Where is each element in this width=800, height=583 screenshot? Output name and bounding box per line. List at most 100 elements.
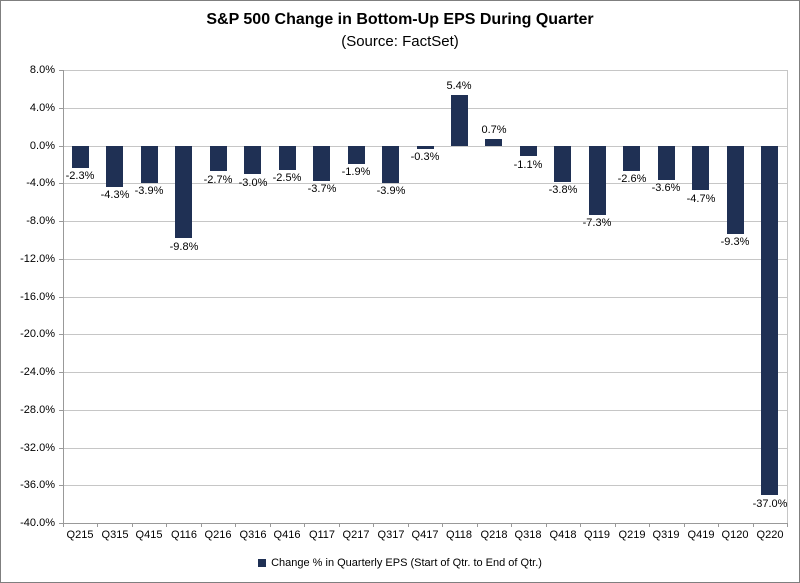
bar <box>141 146 158 183</box>
bar-value-label: 0.7% <box>481 124 507 136</box>
x-tick-label: Q216 <box>204 529 232 541</box>
y-tick-label: 4.0% <box>29 102 55 114</box>
x-axis-tick <box>580 523 581 527</box>
y-tick-label: -28.0% <box>20 404 55 416</box>
bar <box>348 146 365 164</box>
bar-value-label: -3.9% <box>376 185 406 197</box>
bar-value-label: -4.3% <box>100 189 130 201</box>
bar <box>313 146 330 181</box>
x-axis-tick <box>132 523 133 527</box>
x-axis-tick <box>201 523 202 527</box>
gridline <box>63 70 787 71</box>
x-axis-tick <box>373 523 374 527</box>
bar-value-label: -1.1% <box>513 159 543 171</box>
chart-title: S&P 500 Change in Bottom-Up EPS During Q… <box>206 11 594 28</box>
bar <box>244 146 261 174</box>
x-axis-tick <box>97 523 98 527</box>
gridline <box>63 108 787 109</box>
x-tick-label: Q418 <box>549 529 577 541</box>
x-tick-label: Q118 <box>445 529 473 541</box>
bar <box>658 146 675 180</box>
bar <box>761 146 778 495</box>
y-tick-label: -4.0% <box>26 177 55 189</box>
x-tick-label: Q218 <box>480 529 508 541</box>
bar-value-label: -3.9% <box>134 185 164 197</box>
x-axis-tick <box>235 523 236 527</box>
x-axis-tick <box>442 523 443 527</box>
x-tick-label: Q415 <box>135 529 163 541</box>
x-tick-label: Q120 <box>721 529 749 541</box>
x-axis-tick <box>546 523 547 527</box>
bar-value-label: -2.6% <box>617 173 647 185</box>
x-axis-tick <box>511 523 512 527</box>
y-tick-label: -40.0% <box>20 517 55 529</box>
y-tick-label: -24.0% <box>20 366 55 378</box>
bar-value-label: -9.8% <box>169 241 199 253</box>
bar-value-label: -2.3% <box>65 170 95 182</box>
x-axis-tick <box>270 523 271 527</box>
x-tick-label: Q319 <box>652 529 680 541</box>
bar <box>485 139 502 146</box>
bar <box>692 146 709 190</box>
y-tick-label: -16.0% <box>20 291 55 303</box>
gridline <box>63 485 787 486</box>
x-tick-label: Q219 <box>618 529 646 541</box>
gridline <box>63 221 787 222</box>
y-axis-line <box>63 70 64 523</box>
x-tick-label: Q217 <box>342 529 370 541</box>
legend-swatch-icon <box>258 559 267 567</box>
bar <box>417 146 434 149</box>
bar-value-label: -9.3% <box>720 236 750 248</box>
bar-value-label: -1.9% <box>341 166 371 178</box>
bar-value-label: -3.0% <box>238 177 268 189</box>
y-tick-label: -36.0% <box>20 479 55 491</box>
bar <box>279 146 296 170</box>
gridline <box>63 372 787 373</box>
bar <box>727 146 744 234</box>
y-axis-tick <box>59 448 63 449</box>
x-axis-tick <box>753 523 754 527</box>
gridline <box>63 259 787 260</box>
y-tick-label: -8.0% <box>26 215 55 227</box>
x-axis-tick <box>684 523 685 527</box>
y-tick-label: -12.0% <box>20 253 55 265</box>
bar-value-label: -2.7% <box>203 174 233 186</box>
bar-value-label: -0.3% <box>410 151 440 163</box>
x-tick-label: Q318 <box>514 529 542 541</box>
x-tick-label: Q317 <box>377 529 405 541</box>
x-axis-tick <box>304 523 305 527</box>
x-tick-label: Q116 <box>170 529 198 541</box>
x-tick-label: Q417 <box>411 529 439 541</box>
bar <box>451 95 468 146</box>
y-axis-tick <box>59 372 63 373</box>
y-axis-tick <box>59 485 63 486</box>
y-axis-tick <box>59 70 63 71</box>
y-axis-tick <box>59 334 63 335</box>
x-axis-tick <box>615 523 616 527</box>
y-axis-tick <box>59 146 63 147</box>
x-tick-label: Q119 <box>583 529 611 541</box>
y-tick-label: -32.0% <box>20 442 55 454</box>
legend-label: Change % in Quarterly EPS (Start of Qtr.… <box>271 557 542 569</box>
gridline <box>63 334 787 335</box>
x-tick-label: Q419 <box>687 529 715 541</box>
bar-value-label: -3.8% <box>548 184 578 196</box>
x-axis-tick <box>408 523 409 527</box>
bar-value-label: 5.4% <box>446 80 472 92</box>
bar <box>554 146 571 182</box>
x-tick-label: Q117 <box>308 529 336 541</box>
bar <box>210 146 227 171</box>
x-tick-label: Q220 <box>756 529 784 541</box>
x-axis-tick <box>477 523 478 527</box>
bar <box>175 146 192 238</box>
x-axis-tick <box>787 523 788 527</box>
y-axis-tick <box>59 108 63 109</box>
y-axis-tick <box>59 183 63 184</box>
x-axis-tick <box>339 523 340 527</box>
x-axis-tick <box>718 523 719 527</box>
y-tick-label: 8.0% <box>29 64 55 76</box>
legend: Change % in Quarterly EPS (Start of Qtr.… <box>1 557 799 569</box>
bar-value-label: -2.5% <box>272 172 302 184</box>
